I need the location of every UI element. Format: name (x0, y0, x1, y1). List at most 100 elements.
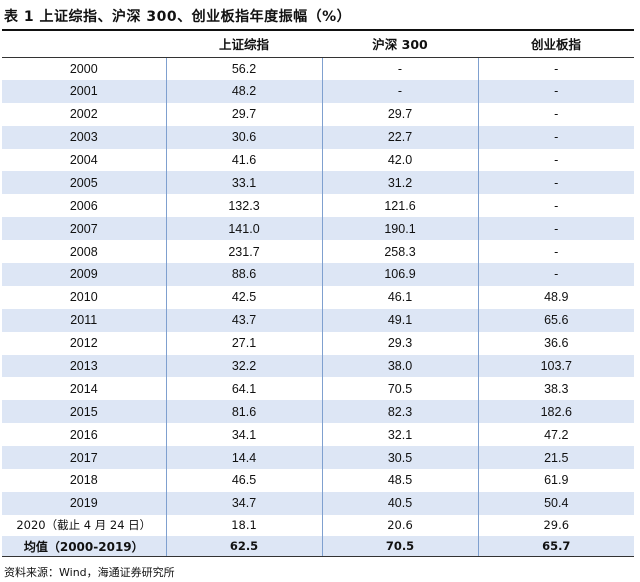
chinext-cell: - (477, 79, 634, 103)
chinext-cell: 103.7 (477, 354, 634, 378)
csi300-cell: 82.3 (321, 400, 478, 424)
sse-cell: 27.1 (165, 331, 322, 355)
csi300-cell: 190.1 (321, 217, 478, 241)
chinext-cell: - (477, 217, 634, 241)
average-row: 均值（2000-2019） 62.5 70.5 65.7 (2, 535, 634, 558)
table-row: 2018 46.5 48.5 61.9 (2, 469, 634, 492)
year-cell: 2013 (2, 354, 166, 378)
year-cell: 均值（2000-2019） (2, 535, 166, 558)
csi300-cell: 30.5 (321, 446, 478, 470)
table-row: 2005 33.1 31.2- (2, 171, 634, 195)
chinext-cell: 65.6 (477, 308, 634, 332)
chinext-cell: - (477, 57, 634, 80)
year-cell: 2018 (69, 473, 98, 488)
csi300-cell: 42.0 (321, 148, 478, 172)
chinext-cell: - (477, 263, 634, 286)
chinext-cell: - (477, 240, 634, 264)
table-row: 2001 48.2- - (2, 79, 634, 103)
year-cell: 2014 (69, 381, 98, 396)
sse-cell: 30.6 (165, 125, 322, 149)
ytd-row: 2020（截止 4 月 24 日） 18.1 20.6 29.6 (2, 514, 634, 536)
year-cell: 2012 (69, 336, 98, 351)
chinext-cell: 36.6 (477, 331, 634, 355)
table-row: 2008 231.7 258.3- (2, 240, 634, 264)
csi300-cell: - (321, 79, 478, 103)
sse-cell: 88.6 (165, 263, 322, 286)
csi300-cell: 40.5 (321, 491, 478, 515)
chinext-cell: 29.6 (477, 514, 634, 536)
table-row: 2015 81.6 82.3 182.6 (2, 400, 634, 424)
table-title: 表 1 上证综指、沪深 300、创业板指年度振幅（%） (4, 9, 352, 25)
title-rule (2, 29, 634, 31)
table-row: 2011 43.7 49.1 65.6 (2, 308, 634, 332)
table-row: 2006 132.3 121.6- (2, 194, 634, 218)
csi300-cell: 48.5 (321, 469, 478, 492)
header-row: 上证综指 沪深 300 创业板指 (2, 31, 634, 58)
year-cell: 2005 (2, 171, 166, 195)
year-cell: 2020（截止 4 月 24 日） (16, 518, 152, 533)
table-row: 2000 56.2- - (2, 57, 634, 80)
table-body: 2000 56.2- -2001 48.2- -2002 29.7 29.7-2003 30.… (2, 57, 634, 558)
csi300-cell: 49.1 (321, 308, 478, 332)
csi300-cell: 29.3 (321, 331, 478, 355)
table-row: 2007 141.0 190.1- (2, 217, 634, 241)
amplitude-table: 上证综指 沪深 300 创业板指 2000 56.2- -2001 48.2- - 200… (2, 31, 634, 558)
header-cell-chinext: 创业板指 (478, 31, 634, 58)
table-row: 2019 34.7 40.5 50.4 (2, 491, 634, 515)
chinext-cell: 48.9 (477, 285, 634, 309)
year-cell: 2009 (2, 263, 166, 286)
sse-cell: 64.1 (165, 377, 322, 401)
sse-cell: 46.5 (165, 469, 322, 492)
table-row: 2003 30.6 22.7- (2, 125, 634, 149)
chinext-cell: 182.6 (477, 400, 634, 424)
year-cell: 2016 (69, 427, 98, 442)
sse-cell: 43.7 (165, 308, 322, 332)
year-cell: 2017 (2, 446, 166, 470)
year-cell: 2008 (69, 244, 98, 259)
sse-cell: 132.3 (165, 194, 322, 218)
sse-cell: 33.1 (165, 171, 322, 195)
chinext-cell: 47.2 (477, 423, 634, 447)
sse-cell: 32.2 (165, 354, 322, 378)
table-row: 2002 29.7 29.7- (2, 102, 634, 126)
header-cell-sse: 上证综指 (166, 31, 322, 58)
csi300-cell: 32.1 (321, 423, 478, 447)
sse-cell: 14.4 (165, 446, 322, 470)
chinext-cell: - (477, 148, 634, 172)
chinext-cell: - (477, 171, 634, 195)
table-row: 2016 34.1 32.1 47.2 (2, 423, 634, 447)
sse-cell: 56.2 (165, 57, 322, 80)
sse-cell: 18.1 (165, 514, 322, 536)
table-row: 2013 32.2 38.0 103.7 (2, 354, 634, 378)
csi300-cell: 38.0 (321, 354, 478, 378)
csi300-cell: 258.3 (321, 240, 478, 264)
table-row: 2017 14.4 30.5 21.5 (2, 446, 634, 470)
chinext-cell: 65.7 (477, 535, 634, 558)
table-row: 2010 42.5 46.1 48.9 (2, 285, 634, 309)
sse-cell: 42.5 (165, 285, 322, 309)
chinext-cell: 38.3 (477, 377, 634, 401)
year-cell: 2007 (2, 217, 166, 241)
year-cell: 2011 (2, 308, 166, 332)
year-cell: 2003 (2, 125, 166, 149)
csi300-cell: 46.1 (321, 285, 478, 309)
sse-cell: 34.1 (165, 423, 322, 447)
csi300-cell: 29.7 (321, 102, 478, 126)
year-cell: 2015 (2, 400, 166, 424)
sse-cell: 141.0 (165, 217, 322, 241)
csi300-cell: 31.2 (321, 171, 478, 195)
csi300-cell: - (321, 57, 478, 80)
csi300-cell: 22.7 (321, 125, 478, 149)
year-cell: 2010 (69, 290, 98, 305)
sse-cell: 48.2 (165, 79, 322, 103)
year-cell: 2002 (69, 107, 98, 122)
csi300-cell: 70.5 (321, 535, 478, 558)
csi300-cell: 106.9 (321, 263, 478, 286)
header-cell-csi300: 沪深 300 (322, 31, 478, 58)
year-cell: 2006 (69, 198, 98, 213)
chinext-cell: 61.9 (477, 469, 634, 492)
sse-cell: 62.5 (165, 535, 322, 558)
sse-cell: 41.6 (165, 148, 322, 172)
source-note: 资料来源：Wind，海通证券研究所 (4, 566, 175, 579)
year-cell: 2004 (69, 153, 98, 167)
